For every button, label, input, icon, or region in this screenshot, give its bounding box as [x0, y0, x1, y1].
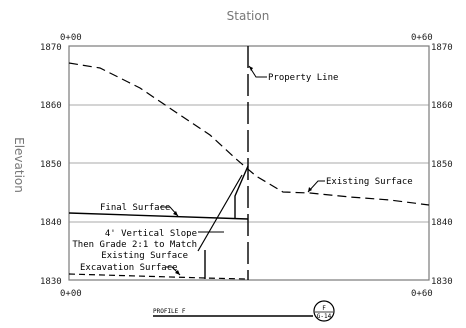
y-tick-right-1850: 1850 [431, 160, 453, 170]
leader-slope-note-diagonal [197, 174, 243, 252]
label-property-line: Property Line [268, 73, 338, 83]
y-tick-right-1840: 1840 [431, 218, 453, 228]
x-tick-bottom-right: 0+60 [411, 289, 433, 299]
final-surface-line [68, 212, 249, 220]
label-slope-note-line1: 4' Vertical Slope [105, 229, 197, 239]
cut-slope-line [234, 165, 249, 219]
profile-name: PROFILE F [153, 308, 186, 315]
y-tick-right-1860: 1860 [431, 101, 453, 111]
x-tick-top-right: 0+60 [411, 33, 433, 43]
y-tick-left-1860: 1860 [40, 101, 62, 111]
profile-section-symbol [313, 300, 335, 322]
y-tick-left-1850: 1850 [40, 160, 62, 170]
label-slope-note-line3: Existing Surface [101, 251, 188, 261]
label-excavation-surface: Excavation Surface [80, 263, 178, 273]
arrow-final-surface [173, 211, 178, 216]
arrow-existing-surface [308, 187, 312, 192]
y-tick-left-1830: 1830 [40, 277, 62, 287]
x-tick-bottom-left: 0+00 [60, 289, 82, 299]
y-tick-right-1870: 1870 [431, 43, 453, 53]
arrow-excavation-surface [175, 270, 180, 275]
profile-symbol-bottom: G-14 [317, 313, 332, 320]
y-tick-right-1830: 1830 [431, 277, 453, 287]
existing-surface-line [68, 62, 430, 206]
arrow-property-line [249, 66, 253, 71]
label-slope-note-line2: Then Grade 2:1 to Match [72, 240, 197, 250]
y-tick-left-1840: 1840 [40, 218, 62, 228]
axis-title-elevation: Elevation [12, 137, 26, 193]
excavation-surface-line [68, 273, 249, 280]
axis-title-station: Station [227, 9, 270, 23]
label-existing-surface: Existing Surface [326, 177, 413, 187]
profile-symbol-top: F [322, 305, 326, 312]
label-final-surface: Final Surface [100, 203, 170, 213]
leader-existing-surface [307, 180, 325, 193]
y-tick-left-1870: 1870 [40, 43, 62, 53]
x-tick-top-left: 0+00 [60, 33, 82, 43]
gridlines [69, 104, 429, 223]
